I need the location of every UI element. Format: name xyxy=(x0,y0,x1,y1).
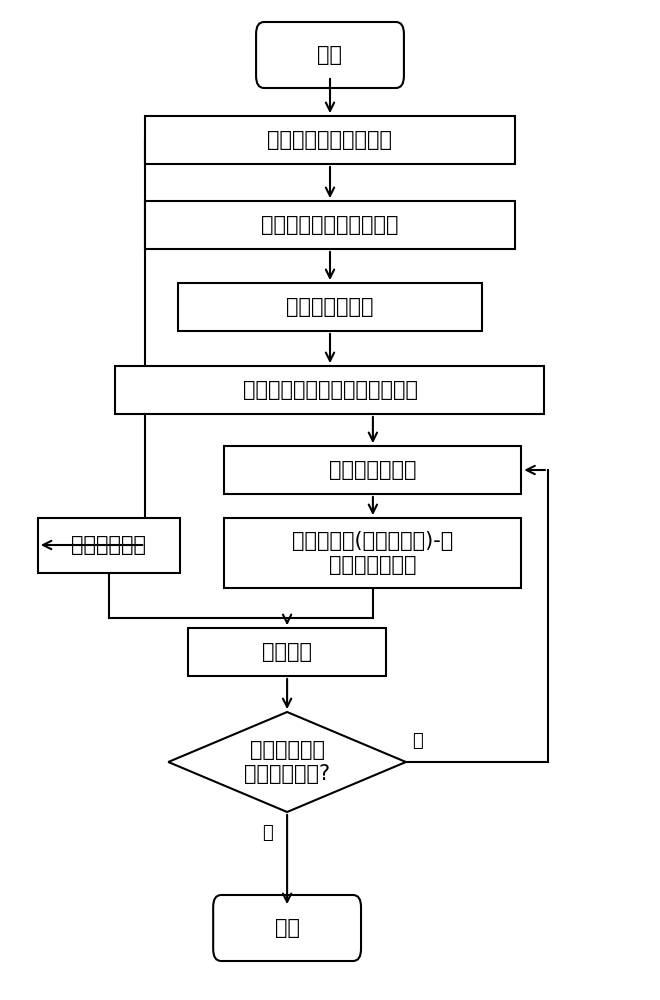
Text: 开始: 开始 xyxy=(317,45,343,65)
Text: 是否结束阵列
状态实时评估?: 是否结束阵列 状态实时评估? xyxy=(244,740,330,784)
Text: 构造光伏阵列运行状态评估模型: 构造光伏阵列运行状态评估模型 xyxy=(242,380,418,400)
Bar xyxy=(145,201,515,249)
Text: 否: 否 xyxy=(412,732,423,750)
FancyBboxPatch shape xyxy=(213,895,361,961)
FancyBboxPatch shape xyxy=(256,22,404,88)
Text: 分析光伏阵列特征参量: 分析光伏阵列特征参量 xyxy=(267,130,393,150)
Text: 周期性数据监测: 周期性数据监测 xyxy=(329,460,416,480)
Text: 特征参量曲线: 特征参量曲线 xyxy=(71,535,147,555)
Text: 从纵横维度构建参量模型: 从纵横维度构建参量模型 xyxy=(261,215,399,235)
Polygon shape xyxy=(168,712,406,812)
Text: 是: 是 xyxy=(262,824,273,842)
Bar xyxy=(224,446,521,494)
Text: 状态评估值(最佳距离度)-特
征参量曲线拟合: 状态评估值(最佳距离度)-特 征参量曲线拟合 xyxy=(292,531,453,575)
Bar xyxy=(38,518,180,572)
Bar xyxy=(188,628,386,676)
Text: 结束: 结束 xyxy=(275,918,300,938)
Text: 标准化特征参量: 标准化特征参量 xyxy=(286,297,374,317)
Bar xyxy=(145,116,515,164)
Text: 运维决策: 运维决策 xyxy=(262,642,312,662)
Bar xyxy=(224,518,521,588)
Bar xyxy=(115,366,544,414)
Bar xyxy=(178,283,482,331)
